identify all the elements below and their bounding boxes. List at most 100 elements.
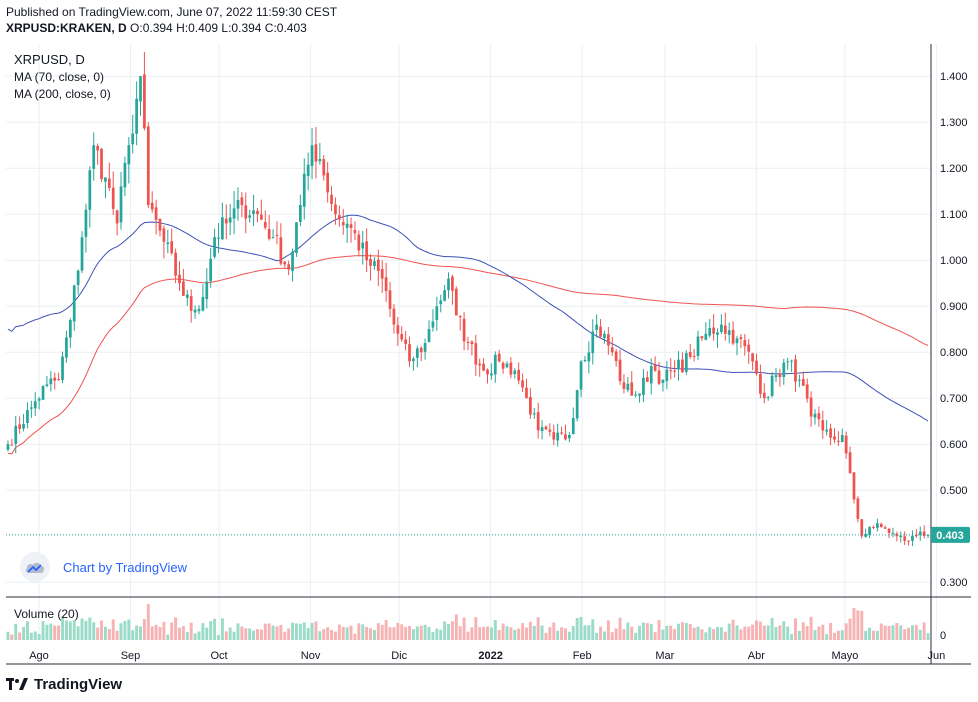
candle-body: [864, 534, 868, 537]
volume-bar: [357, 623, 361, 640]
tradingview-watermark[interactable]: Chart by TradingView: [20, 550, 187, 584]
candle-body: [158, 218, 162, 231]
candle-body: [349, 224, 353, 228]
candle-body: [911, 535, 914, 541]
candle-body: [579, 361, 583, 390]
candle-body: [696, 336, 700, 356]
volume-bar: [688, 624, 692, 640]
volume-bar: [174, 617, 178, 640]
candle-body: [119, 186, 123, 223]
candle-body: [61, 356, 64, 380]
volume-bar: [486, 626, 489, 640]
candle-body: [236, 199, 240, 209]
candle-body: [735, 338, 739, 344]
volume-bar: [6, 631, 10, 640]
volume-bar: [14, 623, 18, 640]
candle-body: [622, 382, 626, 389]
candle-body: [903, 536, 907, 541]
volume-bar: [279, 624, 283, 640]
candle-body: [291, 251, 294, 272]
candle-body: [68, 320, 72, 338]
candle-body: [801, 379, 805, 386]
candle-body: [205, 281, 209, 300]
volume-bar: [856, 610, 860, 640]
volume-bar: [49, 623, 53, 640]
candle-body: [400, 334, 404, 340]
volume-bar: [408, 625, 412, 640]
candle-body: [10, 444, 14, 446]
volume-bar: [552, 622, 556, 640]
candle-body: [271, 237, 275, 239]
volume-bar: [372, 629, 376, 640]
candle-body: [603, 333, 606, 339]
candle-body: [345, 223, 349, 228]
volume-bar: [380, 624, 384, 640]
candle-body: [423, 343, 427, 352]
volume-bar: [150, 626, 154, 640]
volume-bar: [782, 621, 786, 640]
volume-bar: [489, 627, 493, 640]
candle-body: [84, 209, 88, 237]
candle-body: [376, 259, 380, 271]
volume-bar: [614, 628, 618, 640]
candle-body: [146, 126, 150, 205]
volume-bar: [209, 621, 213, 640]
volume-bar: [419, 625, 423, 640]
candle-body: [704, 333, 708, 340]
candle-body: [443, 290, 446, 301]
volume-bar: [622, 629, 626, 640]
volume-bar: [103, 626, 107, 640]
volume-bar: [755, 620, 758, 640]
volume-bar: [832, 632, 836, 640]
candle-body: [221, 217, 224, 240]
candle-body: [365, 241, 368, 261]
candle-body: [127, 145, 131, 165]
volume-bar: [170, 622, 174, 640]
candle-body: [591, 331, 595, 354]
candle-body: [739, 337, 743, 340]
volume-bar: [181, 626, 185, 640]
candle-body: [76, 270, 80, 285]
candle-body: [26, 410, 29, 423]
volume-bar: [10, 634, 14, 640]
volume-bar: [142, 619, 146, 640]
volume-bar: [513, 629, 517, 640]
candle-body: [747, 344, 751, 352]
candle-body: [298, 205, 302, 222]
candle-body: [330, 194, 333, 204]
volume-bar: [84, 620, 88, 640]
volume-bar: [505, 626, 509, 640]
candle-body: [712, 327, 715, 334]
volume-bar: [248, 628, 252, 640]
candle-body: [817, 413, 821, 420]
volume-bar: [891, 625, 895, 640]
volume-bar: [883, 625, 887, 640]
volume-bar: [903, 629, 907, 640]
axes: 1.400 1.300 1.200 1.100 1.000 0.900 0.800 0.700…: [29, 71, 967, 662]
candle-body: [669, 370, 673, 372]
candle-body: [825, 429, 829, 432]
candle-body: [65, 337, 68, 358]
volume-bar: [641, 622, 645, 640]
candle-body: [837, 440, 840, 442]
volume-bar: [587, 625, 591, 640]
candle-body: [743, 340, 747, 347]
candle-body: [14, 425, 18, 444]
volume-bar: [349, 625, 353, 640]
volume-bar: [201, 623, 205, 640]
candle-body: [755, 360, 758, 374]
volume-bar: [645, 623, 649, 640]
last-price-badge: [931, 526, 970, 543]
x-tick-label: Nov: [301, 650, 321, 662]
volume-bar: [365, 626, 369, 640]
volume-bar: [743, 626, 747, 640]
y-tick-label: 0.900: [940, 301, 968, 313]
volume-bar: [88, 617, 92, 640]
candle-body: [786, 361, 790, 363]
candle-body: [883, 527, 887, 529]
candle-body: [790, 360, 793, 362]
candle-body: [922, 531, 926, 537]
footer-logo[interactable]: TradingView: [6, 676, 122, 693]
candle-body: [341, 222, 345, 226]
